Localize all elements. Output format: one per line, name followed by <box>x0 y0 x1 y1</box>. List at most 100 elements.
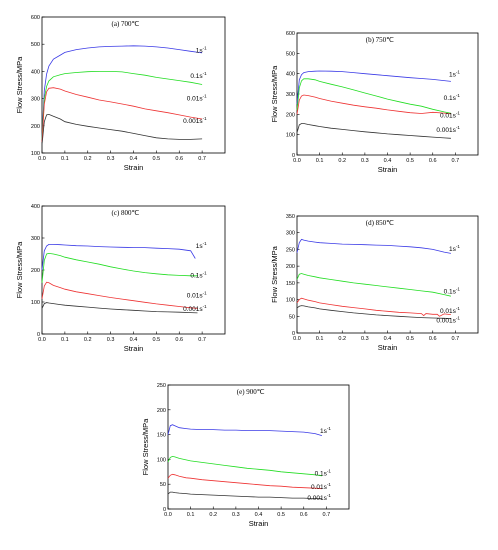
x-axis-title: Strain <box>124 344 144 353</box>
y-tick-label: 150 <box>157 433 166 439</box>
y-tick-label: 0 <box>163 507 166 513</box>
panel-title: (a) 700℃ <box>112 20 140 28</box>
x-axis-title: Strain <box>378 343 398 352</box>
y-tick-label: 50 <box>289 314 295 320</box>
y-tick-label: 600 <box>31 15 40 21</box>
series-line-0 <box>41 243 196 271</box>
x-tick-label: 0.0 <box>38 156 46 162</box>
y-tick-label: 200 <box>31 124 40 130</box>
x-tick-label: 0.0 <box>293 336 301 342</box>
x-tick-label: 0.1 <box>316 158 324 164</box>
series-label: 0.001s-1 <box>183 116 207 125</box>
panel-title: (b) 750℃ <box>366 36 394 44</box>
x-tick-label: 0.5 <box>406 158 414 164</box>
x-tick-label: 0.0 <box>293 158 301 164</box>
y-axis-title: Flow Stress/MPa <box>270 245 279 303</box>
x-tick-label: 0.1 <box>61 337 69 343</box>
series-label: 0.001s-1 <box>307 493 331 502</box>
y-axis-title: Flow Stress/MPa <box>270 65 279 123</box>
series-label: 0.001s-1 <box>436 315 460 324</box>
series-label: 0.1s-1 <box>190 270 207 279</box>
x-tick-label: 0.3 <box>232 512 240 518</box>
x-tick-label: 0.2 <box>84 156 92 162</box>
chart-panel-4: 0.0 0.1 0.2 0.3 0.4 0.5 0.6 0.7 0 50 100 150 200 250 S… <box>141 383 350 528</box>
x-tick-label: 0.2 <box>84 337 92 343</box>
series-line-2 <box>296 94 451 115</box>
x-tick-label: 0.3 <box>107 156 115 162</box>
series-label: 0.1s-1 <box>444 93 461 102</box>
y-tick-label: 200 <box>286 112 295 118</box>
y-tick-label: 200 <box>31 268 40 274</box>
x-tick-label: 0.4 <box>384 336 392 342</box>
x-tick-label: 0.4 <box>384 158 392 164</box>
series-line-1 <box>296 78 451 114</box>
x-tick-label: 0.6 <box>175 337 183 343</box>
x-tick-label: 0.1 <box>187 512 195 518</box>
y-axis-title: Flow Stress/MPa <box>141 418 150 476</box>
y-tick-label: 300 <box>31 97 40 103</box>
x-axis-title: Strain <box>378 165 398 174</box>
series-line-2 <box>167 473 322 490</box>
x-tick-label: 0.7 <box>323 512 331 518</box>
x-tick-label: 0.7 <box>198 156 206 162</box>
x-tick-label: 0.5 <box>153 337 161 343</box>
y-tick-label: 400 <box>31 204 40 210</box>
x-tick-label: 0.2 <box>209 512 217 518</box>
x-tick-label: 0.4 <box>130 337 138 343</box>
y-tick-label: 200 <box>286 264 295 270</box>
x-tick-label: 0.7 <box>452 158 460 164</box>
series-label: 1s-1 <box>196 241 207 250</box>
y-tick-label: 0 <box>292 153 295 159</box>
plot-frame <box>41 205 226 335</box>
series-label: 0.001s-1 <box>183 304 207 313</box>
y-tick-label: 100 <box>31 300 40 306</box>
y-tick-label: 400 <box>286 72 295 78</box>
series-label: 0.01s-1 <box>187 94 207 103</box>
x-tick-label: 0.3 <box>107 337 115 343</box>
y-tick-label: 500 <box>286 51 295 57</box>
y-tick-label: 0 <box>37 332 40 338</box>
panel-title: (c) 800℃ <box>112 209 140 217</box>
series-line-2 <box>41 87 203 143</box>
plot-frame <box>41 16 226 154</box>
x-tick-label: 0.3 <box>361 158 369 164</box>
series-label: 1s-1 <box>196 45 207 54</box>
series-line-3 <box>167 491 322 500</box>
series-label: 1s-1 <box>449 244 460 253</box>
y-axis-title: Flow Stress/MPa <box>15 56 24 114</box>
x-tick-label: 0.6 <box>300 512 308 518</box>
y-tick-label: 50 <box>160 482 166 488</box>
plot-frame <box>296 32 479 156</box>
series-line-3 <box>296 123 451 139</box>
y-tick-label: 300 <box>286 231 295 237</box>
x-tick-label: 0.5 <box>153 156 161 162</box>
y-tick-label: 500 <box>31 42 40 48</box>
y-tick-label: 200 <box>157 408 166 414</box>
series-line-0 <box>167 424 323 436</box>
series-line-0 <box>41 45 203 140</box>
y-tick-label: 100 <box>31 151 40 157</box>
y-tick-label: 300 <box>286 92 295 98</box>
y-tick-label: 250 <box>157 383 166 389</box>
series-label: 0.1s-1 <box>444 287 461 296</box>
chart-panel-2: 0.0 0.1 0.2 0.3 0.4 0.5 0.6 0.7 0 100 200 300 400 Str… <box>15 204 226 353</box>
series-line-1 <box>41 252 198 283</box>
series-label: 0.1s-1 <box>190 71 207 80</box>
x-tick-label: 0.1 <box>61 156 69 162</box>
series-label: 0.001s-1 <box>436 125 460 134</box>
series-line-3 <box>41 302 198 314</box>
x-tick-label: 0.5 <box>277 512 285 518</box>
y-tick-label: 300 <box>31 236 40 242</box>
series-line-3 <box>296 305 451 319</box>
series-label: 0.1s-1 <box>315 468 332 477</box>
y-tick-label: 350 <box>286 214 295 220</box>
x-tick-label: 0.2 <box>338 336 346 342</box>
series-line-1 <box>296 273 451 297</box>
series-line-3 <box>41 113 203 145</box>
x-tick-label: 0.1 <box>316 336 324 342</box>
series-label: 0.01s-1 <box>440 306 460 315</box>
y-tick-label: 400 <box>31 69 40 75</box>
x-tick-label: 0.7 <box>452 336 460 342</box>
x-tick-label: 0.6 <box>175 156 183 162</box>
